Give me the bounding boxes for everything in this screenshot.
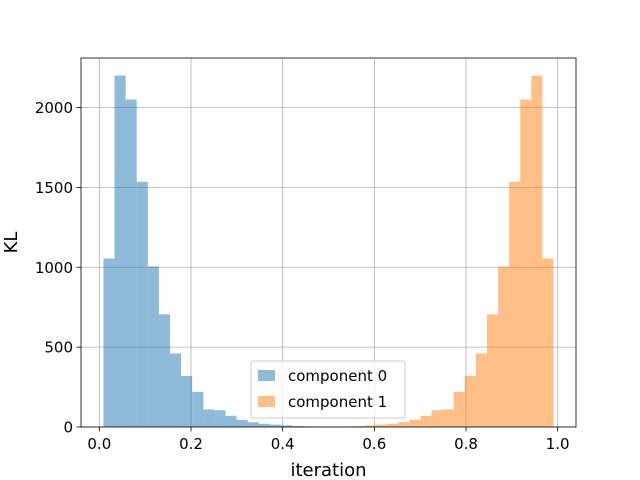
histogram-bar-component-0 [170, 353, 182, 427]
histogram-bar-component-0 [103, 258, 115, 427]
x-axis-ticks: 0.0 0.2 0.4 0.6 0.8 1.0 [87, 427, 570, 453]
x-tick-label: 0.8 [454, 435, 478, 453]
y-tick-label: 0 [63, 419, 73, 437]
histogram-bar-component-1 [398, 422, 410, 427]
histogram-bar-component-0 [125, 99, 137, 427]
plot-frame [80, 57, 577, 428]
histogram-bar-component-0 [258, 423, 270, 427]
histogram-bar-component-1 [442, 409, 454, 427]
histogram-bar-component-0 [203, 409, 215, 427]
x-tick-label: 0.2 [179, 435, 203, 453]
histogram-bar-component-1 [486, 314, 499, 427]
y-axis-label: KL [1, 232, 22, 254]
histogram-bar-component-0 [280, 425, 293, 427]
histogram-bar-component-1 [420, 415, 432, 427]
histogram-bar-component-1 [409, 419, 421, 427]
histogram-bar-component-1 [353, 426, 365, 427]
histogram-bar-component-1 [364, 425, 377, 427]
histogram-bar-component-1 [387, 423, 399, 427]
histogram-bar-component-0 [181, 375, 193, 427]
x-tick-label: 0.4 [271, 435, 295, 453]
y-tick-label: 1000 [35, 259, 73, 277]
legend: component 0 component 1 [250, 360, 406, 419]
histogram-bar-component-0 [114, 75, 126, 428]
histogram-bar-component-0 [147, 266, 159, 427]
y-axis-ticks: 0 500 1000 1500 2000 [35, 99, 81, 437]
x-tick-label: 0.6 [362, 435, 386, 453]
legend-label-component-1: component 1 [288, 393, 387, 411]
histogram-bar-component-1 [475, 353, 487, 427]
histogram-bar-component-1 [453, 391, 465, 427]
histogram-bar-component-1 [520, 99, 532, 427]
x-tick-label: 0.0 [87, 435, 111, 453]
histogram-bar-component-1 [376, 424, 388, 427]
histogram-bar-component-0 [136, 181, 148, 427]
histogram-bar-component-0 [214, 410, 226, 427]
histogram-bar-component-1 [509, 181, 521, 427]
histogram-bar-component-0 [225, 415, 237, 427]
legend-label-component-0: component 0 [288, 367, 387, 385]
histogram-bar-component-0 [192, 391, 204, 427]
histogram-bar-component-0 [247, 422, 259, 427]
legend-swatch-component-1 [258, 396, 275, 407]
histogram-bar-component-0 [269, 424, 281, 427]
legend-swatch-component-0 [258, 370, 275, 381]
y-tick-label: 2000 [35, 99, 73, 117]
y-tick-label: 500 [44, 339, 73, 357]
x-tick-label: 1.0 [546, 435, 570, 453]
histogram-bar-component-1 [498, 266, 510, 427]
histogram-bar-component-0 [292, 426, 304, 427]
y-tick-label: 1500 [35, 179, 73, 197]
legend-frame [250, 360, 406, 419]
histogram-bar-component-1 [431, 410, 443, 427]
histogram-bar-component-1 [464, 375, 476, 427]
histogram-bar-component-1 [531, 75, 543, 428]
histogram-bars [103, 75, 554, 428]
histogram-bar-component-1 [542, 258, 554, 427]
histogram-bar-component-0 [236, 419, 248, 427]
histogram-bar-component-0 [158, 314, 171, 427]
x-axis-label: iteration [290, 460, 366, 480]
